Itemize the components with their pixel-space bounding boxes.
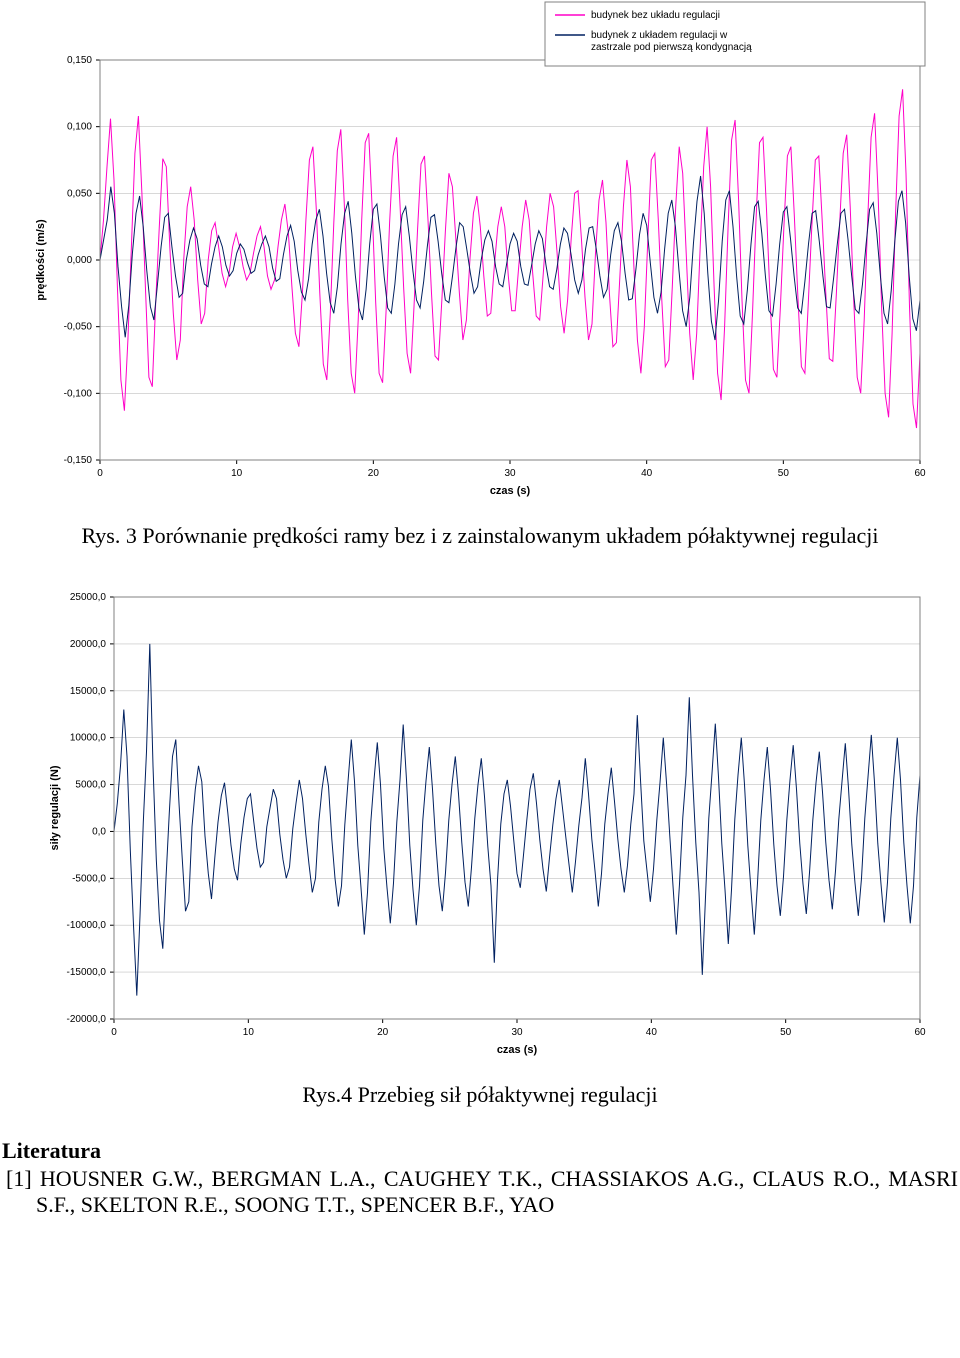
svg-text:-0,150: -0,150 [64,455,93,466]
reference-1: [1] HOUSNER G.W., BERGMAN L.A., CAUGHEY … [2,1166,958,1218]
svg-text:siły regulacji (N): siły regulacji (N) [49,765,61,850]
svg-text:0: 0 [97,468,103,479]
svg-text:budynek z układem regulacji w: budynek z układem regulacji w [591,30,728,41]
svg-text:30: 30 [511,1027,523,1038]
svg-text:10: 10 [243,1027,255,1038]
svg-text:prędkości (m/s): prędkości (m/s) [35,219,47,301]
svg-text:-10000,0: -10000,0 [67,920,107,931]
chart2: -20000,0 -15000,0 -10000,0 -5000,0 0,0 5000,0… [20,579,940,1069]
chart1-caption: Rys. 3 Porównanie prędkości ramy bez i z… [0,523,960,549]
svg-text:25000,0: 25000,0 [70,592,107,603]
svg-text:-0,100: -0,100 [64,388,93,399]
svg-text:15000,0: 15000,0 [70,686,107,697]
svg-text:20000,0: 20000,0 [70,639,107,650]
svg-text:50: 50 [780,1027,792,1038]
svg-text:40: 40 [646,1027,658,1038]
chart1: -0,150 -0,100 -0,050 0,000 0,050 0,100 0,150 0 1… [20,0,940,510]
svg-text:budynek bez układu regulacji: budynek bez układu regulacji [591,10,720,21]
svg-text:0: 0 [111,1027,117,1038]
svg-text:-0,050: -0,050 [64,322,93,333]
page: -0,150-0,100-0,0500,0000,0500,1000,15001… [0,0,960,1218]
svg-text:10000,0: 10000,0 [70,733,107,744]
svg-text:20: 20 [368,468,380,479]
svg-text:0,150: 0,150 [67,55,92,66]
svg-text:5000,0: 5000,0 [75,780,106,791]
chart2-wrap: -20000,0 -15000,0 -10000,0 -5000,0 0,0 5000,0… [20,579,940,1074]
svg-text:-15000,0: -15000,0 [67,967,107,978]
svg-text:-5000,0: -5000,0 [72,873,106,884]
svg-text:50: 50 [778,468,790,479]
svg-text:0,0: 0,0 [92,826,106,837]
svg-text:0,100: 0,100 [67,122,92,133]
svg-text:-20000,0: -20000,0 [67,1014,107,1025]
chart2-caption: Rys.4 Przebieg sił półaktywnej regulacji [0,1082,960,1108]
chart1-wrap: -0,150 -0,100 -0,050 0,000 0,050 0,100 0,150 0 1… [20,0,940,515]
svg-text:60: 60 [914,1027,926,1038]
svg-text:30: 30 [504,468,516,479]
svg-text:20: 20 [377,1027,389,1038]
svg-text:10: 10 [231,468,243,479]
svg-text:czas (s): czas (s) [490,485,531,497]
svg-text:60: 60 [914,468,926,479]
literature-heading: Literatura [2,1138,960,1164]
svg-text:zastrzale pod pierwszą kondygn: zastrzale pod pierwszą kondygnacją [591,42,752,53]
svg-text:czas (s): czas (s) [497,1044,538,1056]
svg-text:0,050: 0,050 [67,188,92,199]
svg-text:40: 40 [641,468,653,479]
svg-text:0,000: 0,000 [67,255,92,266]
